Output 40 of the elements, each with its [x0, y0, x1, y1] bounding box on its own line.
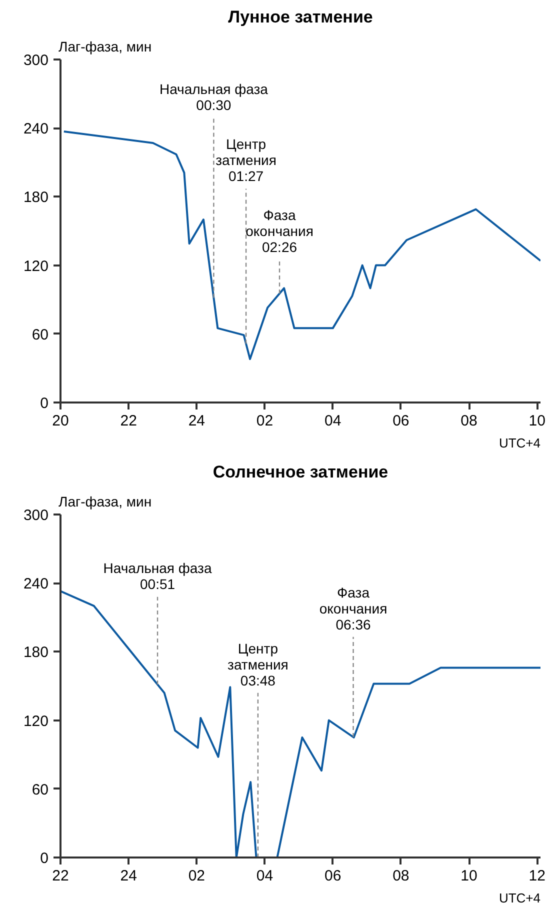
x-tick-label: 20 — [52, 412, 69, 430]
x-axis-title: UTC+4 — [498, 890, 541, 906]
annotation: Фаза окончания 02:26 — [246, 207, 314, 256]
x-tick-label: 06 — [392, 412, 410, 430]
x-tick-label: 24 — [120, 868, 137, 884]
x-tick-label: 24 — [188, 412, 206, 430]
annotation: Фаза окончания 06:36 — [319, 584, 388, 632]
y-tick-label: 0 — [40, 850, 48, 867]
x-tick-label: 04 — [256, 868, 274, 884]
chart-title: Лунное затмение — [228, 8, 373, 26]
x-axis-title: UTC+4 — [498, 436, 541, 450]
chart-title: Солнечное затмение — [212, 462, 388, 482]
y-axis-title: Лаг-фаза, мин — [58, 38, 152, 54]
x-tick-label: 08 — [460, 412, 478, 430]
y-tick-label: 120 — [23, 712, 49, 730]
annotation: Начальная фаза 00:51 — [103, 560, 212, 592]
y-tick-label: 180 — [23, 189, 49, 206]
y-tick-label: 180 — [23, 644, 49, 662]
y-tick-label: 300 — [23, 507, 49, 524]
y-tick-label: 60 — [32, 781, 49, 798]
x-tick-label: 10 — [460, 868, 478, 884]
y-tick-label: 0 — [40, 395, 48, 412]
x-tick-label: 10 — [528, 412, 546, 430]
y-tick-label: 60 — [32, 326, 49, 344]
annotation: Центр затмения 01:27 — [216, 136, 276, 184]
x-tick-label: 04 — [324, 412, 342, 430]
x-tick-label: 02 — [188, 868, 206, 884]
y-tick-label: 240 — [23, 120, 49, 138]
x-tick-label: 22 — [120, 412, 137, 430]
annotation: Начальная фаза 00:30 — [159, 81, 268, 114]
x-tick-label: 08 — [392, 868, 410, 884]
y-axis-title: Лаг-фаза, мин — [58, 494, 152, 510]
x-tick-label: 12 — [528, 868, 546, 884]
x-tick-label: 22 — [52, 868, 69, 884]
annotation: Центр затмения 03:48 — [228, 640, 288, 688]
x-tick-label: 06 — [324, 868, 342, 884]
y-tick-label: 120 — [23, 258, 49, 275]
y-tick-label: 300 — [23, 52, 49, 69]
x-tick-label: 02 — [256, 412, 274, 430]
y-tick-label: 240 — [23, 576, 49, 593]
